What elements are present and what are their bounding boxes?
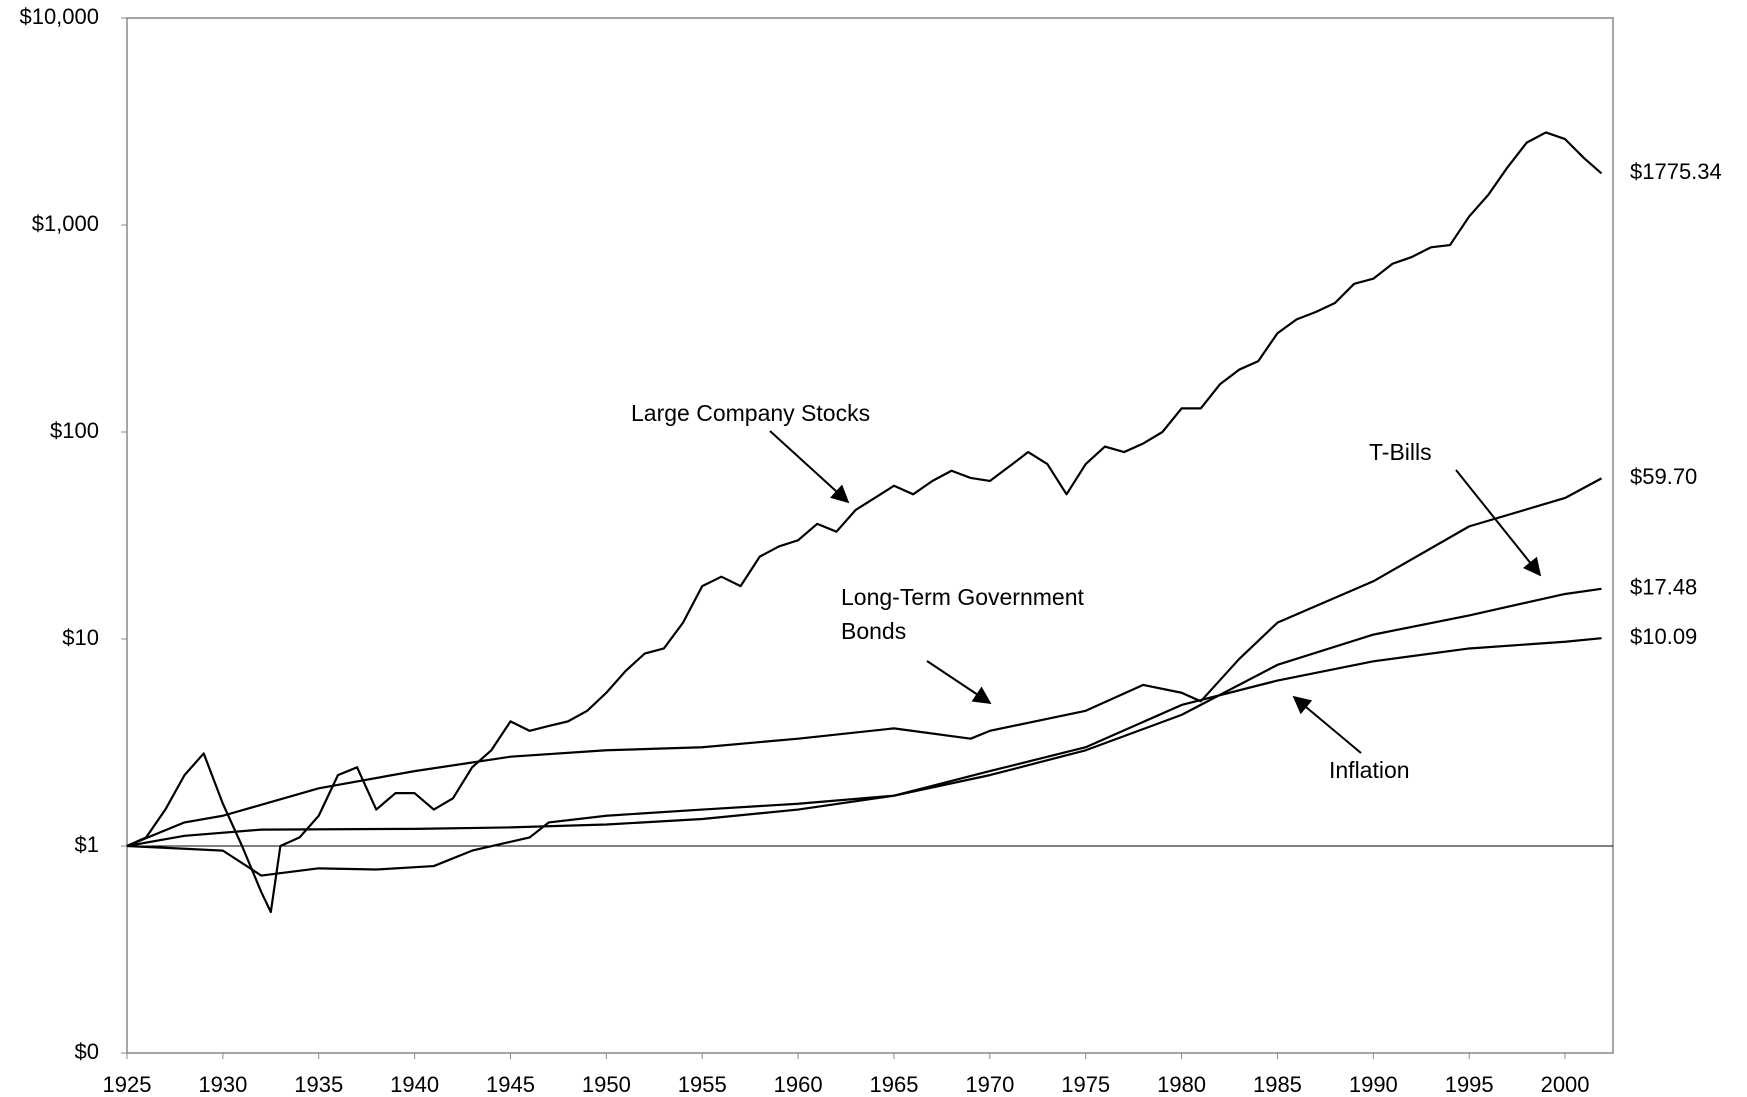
- x-tick-label: 1940: [390, 1072, 439, 1097]
- y-tick-label: $1,000: [32, 211, 99, 236]
- x-tick-label: 1970: [965, 1072, 1014, 1097]
- end-label: $1775.34: [1630, 159, 1722, 184]
- x-tick-label: 1930: [198, 1072, 247, 1097]
- series-line: [126, 131, 1603, 914]
- y-tick-label: $10: [62, 625, 99, 650]
- arrow: [926, 660, 992, 704]
- series-label: Inflation: [1329, 757, 1410, 783]
- x-tick-label: 1985: [1253, 1072, 1302, 1097]
- x-tick-label: 1955: [678, 1072, 727, 1097]
- x-tick-label: 1935: [294, 1072, 343, 1097]
- x-tick-label: 1995: [1445, 1072, 1494, 1097]
- y-tick-label: $10,000: [19, 4, 99, 29]
- end-label: $59.70: [1630, 464, 1697, 489]
- arrow: [1292, 695, 1362, 754]
- end-label: $17.48: [1630, 575, 1697, 600]
- series-label: T-Bills: [1369, 439, 1432, 465]
- x-tick-label: 1945: [486, 1072, 535, 1097]
- plot-frame: [126, 17, 1614, 1054]
- series-line: [126, 477, 1603, 848]
- series-label: Long-Term Government Bonds: [841, 584, 1084, 644]
- y-tick-label: $1: [75, 832, 99, 857]
- x-tick-label: 1950: [582, 1072, 631, 1097]
- y-tick-label: $100: [50, 418, 99, 443]
- x-tick-label: 1925: [103, 1072, 152, 1097]
- x-tick-label: 1965: [869, 1072, 918, 1097]
- x-tick-label: 1990: [1349, 1072, 1398, 1097]
- x-tick-label: 2000: [1541, 1072, 1590, 1097]
- y-tick-label: $0: [75, 1039, 99, 1064]
- arrow: [1455, 469, 1542, 577]
- x-tick-label: 1980: [1157, 1072, 1206, 1097]
- end-label: $10.09: [1630, 624, 1697, 649]
- arrow: [769, 430, 850, 504]
- series-line: [126, 637, 1602, 877]
- series-label: Large Company Stocks: [631, 400, 871, 426]
- x-tick-label: 1960: [774, 1072, 823, 1097]
- x-tick-label: 1975: [1061, 1072, 1110, 1097]
